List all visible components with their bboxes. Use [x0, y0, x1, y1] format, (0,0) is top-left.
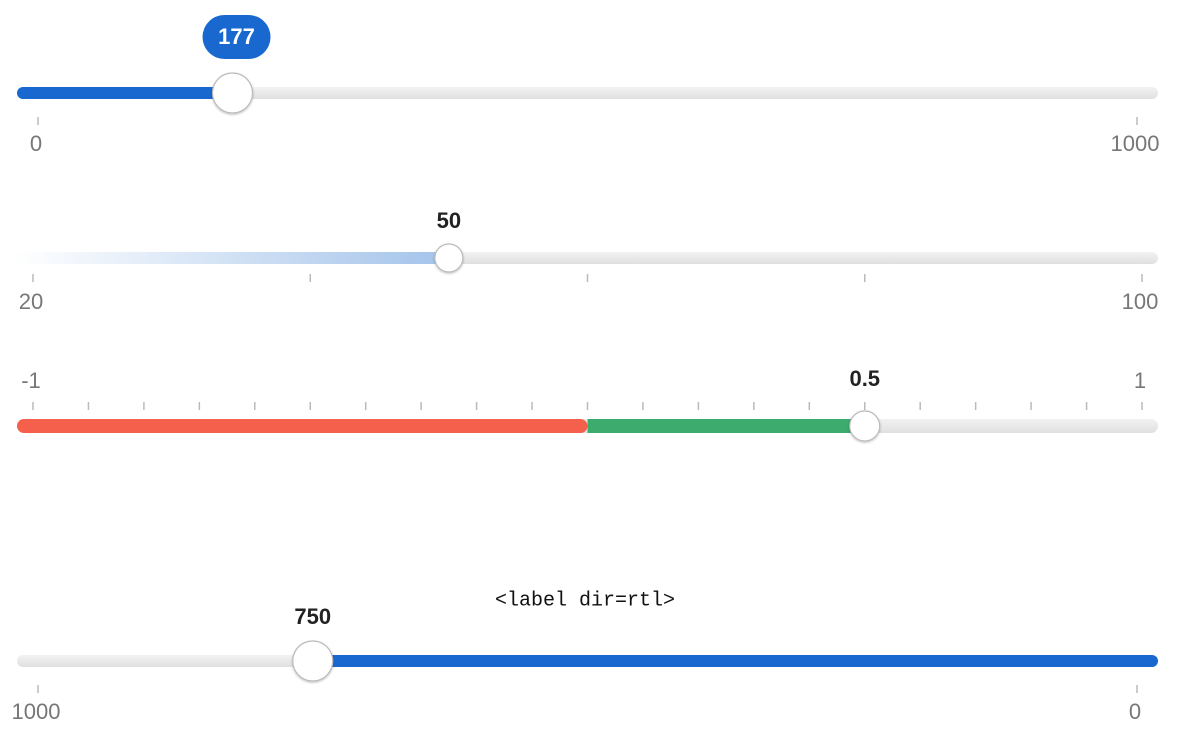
track-fill	[312, 655, 1158, 667]
tick-label: 0	[1129, 699, 1141, 724]
tick-label: 1	[1134, 368, 1146, 393]
value-label: 177	[218, 24, 255, 49]
track-fill	[587, 419, 865, 433]
value-label: 0.5	[849, 366, 880, 391]
tick-label: 20	[19, 289, 43, 314]
slider-thumb[interactable]	[292, 640, 334, 682]
track-fill-negative	[17, 419, 588, 433]
tick-label: -1	[21, 368, 41, 393]
track-fill	[17, 87, 233, 99]
track-fill	[17, 252, 449, 264]
tick-label: 1000	[12, 699, 61, 724]
tick-label: 100	[1122, 289, 1159, 314]
rtl-label: <label dir=rtl>	[495, 589, 675, 612]
slider-thumb[interactable]	[211, 72, 254, 114]
slider-thumb[interactable]	[434, 243, 464, 273]
slider-thumb[interactable]	[849, 410, 881, 442]
tick-label: 1000	[1111, 131, 1160, 156]
value-label: 50	[437, 208, 461, 233]
track	[17, 87, 1158, 99]
value-label: 750	[294, 604, 331, 629]
value-bubble	[202, 15, 271, 59]
tick-label: 0	[30, 131, 42, 156]
